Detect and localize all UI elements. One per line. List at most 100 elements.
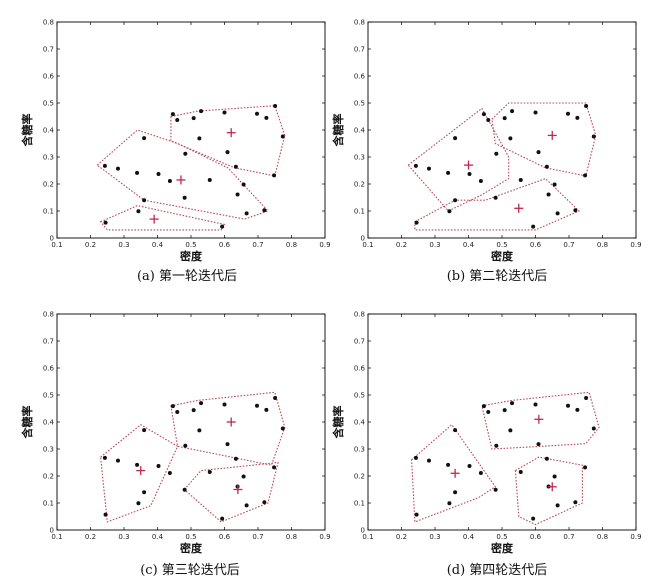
- data-point: [453, 428, 458, 433]
- data-point: [508, 136, 513, 141]
- data-point: [102, 163, 107, 168]
- data-point: [183, 151, 188, 156]
- y-tick-label: 0.2: [43, 181, 54, 189]
- data-point: [264, 407, 269, 412]
- data-point: [102, 455, 107, 460]
- data-point: [494, 151, 499, 156]
- x-tick-label: 0.1: [362, 533, 373, 541]
- x-tick-label: 0.6: [530, 533, 542, 541]
- data-point: [156, 172, 161, 177]
- cluster-hull-1: [170, 391, 286, 466]
- data-point: [142, 136, 147, 141]
- data-point: [191, 116, 196, 121]
- y-tick-label: 0.5: [354, 392, 365, 400]
- data-point: [467, 172, 472, 177]
- data-point: [220, 224, 225, 229]
- data-point: [135, 462, 140, 467]
- x-tick-label: 0.4: [152, 241, 164, 249]
- x-axis-label: 密度: [491, 541, 514, 555]
- x-tick-label: 0.4: [463, 533, 475, 541]
- cluster-hull-2: [411, 423, 497, 523]
- y-tick-label: 0.7: [354, 46, 365, 54]
- data-point: [191, 408, 196, 413]
- data-point: [233, 164, 238, 169]
- y-axis-label: 含糖率: [20, 406, 34, 440]
- data-point: [183, 443, 188, 448]
- data-point: [241, 474, 246, 479]
- data-point: [447, 209, 452, 214]
- x-tick-label: 0.8: [286, 533, 297, 541]
- data-point: [453, 198, 458, 203]
- data-point: [552, 474, 557, 479]
- data-point: [115, 166, 120, 171]
- data-point: [502, 408, 507, 413]
- data-point: [254, 403, 259, 408]
- data-point: [544, 456, 549, 461]
- y-tick-label: 0.8: [43, 19, 54, 27]
- data-point: [565, 111, 570, 116]
- subplot-a: 0.1 0.2 0.3 0.4 0.5 0.6 0.7 0.8 0.900.10.20.30.4…: [20, 19, 331, 285]
- data-point: [136, 501, 141, 506]
- y-tick-label: 0.2: [354, 473, 365, 481]
- data-point: [182, 195, 187, 200]
- y-tick-label: 0.3: [43, 154, 54, 162]
- plot-frame: [56, 313, 326, 531]
- data-point: [175, 118, 180, 123]
- centroid-marker: [233, 485, 243, 494]
- data-point: [531, 516, 536, 521]
- data-point: [552, 182, 557, 187]
- data-point: [486, 410, 491, 415]
- x-tick-label: 0.2: [85, 533, 96, 541]
- y-tick-label: 0.7: [354, 338, 365, 346]
- x-tick-label: 0.7: [252, 241, 263, 249]
- data-point: [508, 428, 513, 433]
- data-point: [272, 465, 277, 470]
- cluster-hull-3: [414, 177, 580, 231]
- x-tick-label: 0.7: [252, 533, 263, 541]
- data-point: [175, 410, 180, 415]
- data-point: [273, 395, 278, 400]
- data-point: [244, 503, 249, 508]
- cluster-hull-1: [491, 102, 597, 177]
- y-tick-label: 0.6: [354, 73, 366, 81]
- data-point: [481, 112, 486, 117]
- plot-frame: [367, 21, 637, 239]
- x-axis-label: 密度: [180, 541, 203, 555]
- y-tick-label: 0.8: [354, 311, 365, 319]
- data-point: [197, 428, 202, 433]
- x-tick-label: 0.6: [219, 241, 231, 249]
- data-point: [280, 426, 285, 431]
- data-point: [453, 136, 458, 141]
- y-tick-label: 0.8: [43, 311, 54, 319]
- data-point: [264, 115, 269, 120]
- x-tick-label: 0.1: [51, 241, 62, 249]
- data-point: [575, 115, 580, 120]
- y-tick-label: 0.3: [43, 446, 54, 454]
- subplot-b: 0.1 0.2 0.3 0.4 0.5 0.6 0.7 0.8 0.900.10.20.30.4…: [331, 19, 642, 285]
- x-tick-label: 0.2: [85, 241, 96, 249]
- x-tick-label: 0.7: [563, 533, 574, 541]
- y-tick-label: 0.5: [43, 100, 54, 108]
- x-tick-label: 0.5: [185, 533, 196, 541]
- y-tick-label: 0.6: [43, 365, 55, 373]
- y-tick-label: 0.3: [354, 154, 365, 162]
- data-point: [575, 407, 580, 412]
- data-point: [235, 192, 240, 197]
- y-tick-label: 0: [50, 527, 54, 535]
- cluster-hull-3: [183, 461, 279, 523]
- data-point: [103, 220, 108, 225]
- data-point: [136, 209, 141, 214]
- x-axis-label: 密度: [491, 249, 514, 263]
- y-tick-label: 0.6: [43, 73, 55, 81]
- data-point: [156, 464, 161, 469]
- y-tick-label: 0.2: [43, 473, 54, 481]
- data-point: [197, 136, 202, 141]
- y-axis-label: 含糖率: [331, 406, 345, 440]
- data-point: [414, 512, 419, 517]
- y-tick-label: 0.5: [354, 100, 365, 108]
- data-point: [414, 220, 419, 225]
- data-point: [591, 134, 596, 139]
- data-point: [426, 458, 431, 463]
- y-tick-label: 0.2: [354, 181, 365, 189]
- x-tick-label: 0.3: [118, 241, 129, 249]
